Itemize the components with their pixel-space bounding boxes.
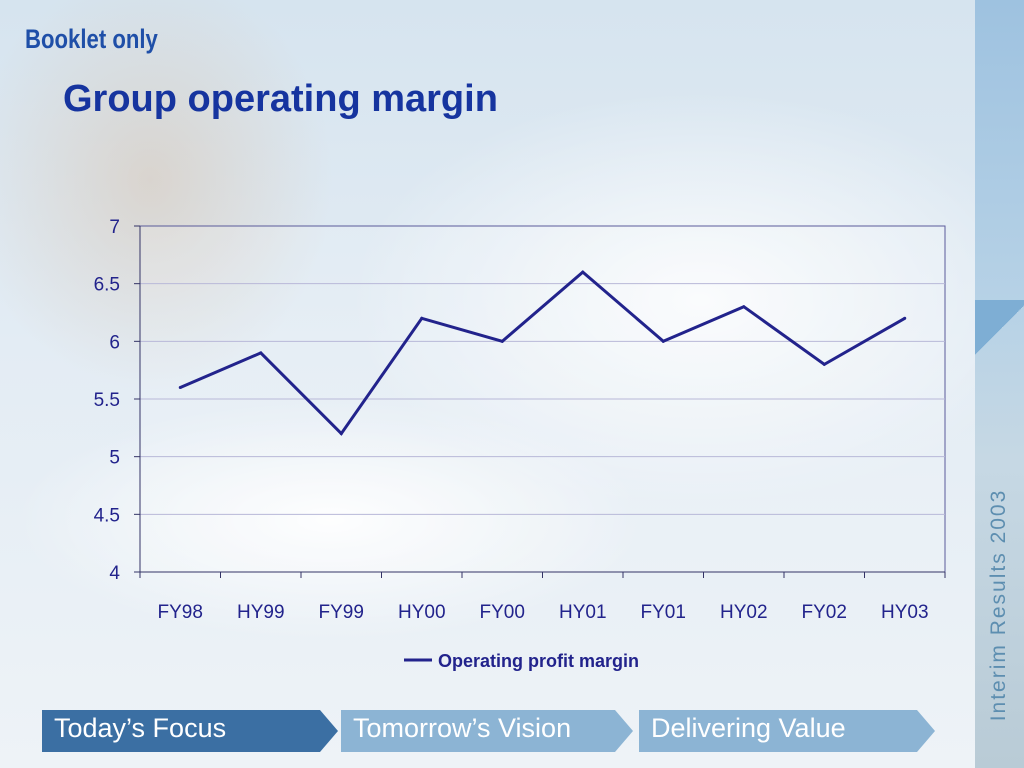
y-tick-label: 4 (109, 563, 120, 584)
page-title: Group operating margin (63, 78, 498, 120)
x-tick-label: HY99 (237, 602, 285, 623)
y-tick-label: 4.5 (94, 505, 120, 526)
data-point (178, 385, 182, 389)
x-tick-label: FY00 (480, 602, 525, 623)
x-tick-label: HY01 (559, 602, 607, 623)
x-tick-label: FY98 (158, 602, 203, 623)
x-tick-label: HY02 (720, 602, 768, 623)
y-tick-label: 5 (109, 448, 120, 469)
data-point (581, 270, 585, 274)
x-tick-label: HY00 (398, 602, 446, 623)
nav-tab-tomorrows-vision[interactable]: Tomorrow’s Vision (341, 710, 633, 752)
y-tick-label: 5.5 (94, 390, 120, 411)
nav-tab-shape (639, 710, 935, 752)
line-chart: 4 4.5 5 5.5 6 6.5 7 FY98 HY99 FY99 HY00 FY00 HY01 FY0… (94, 217, 946, 671)
data-point (339, 432, 343, 436)
sidebar-band (975, 0, 1024, 768)
data-point (420, 316, 424, 320)
x-tick-label: FY02 (802, 602, 847, 623)
background-photo (0, 0, 975, 768)
nav-tab-todays-focus[interactable]: Today’s Focus (42, 710, 338, 752)
data-point (742, 305, 746, 309)
y-tick-label: 6 (109, 332, 120, 353)
booklet-tag: Booklet only (25, 24, 158, 54)
x-tick-label: HY03 (881, 602, 929, 623)
nav-tab-shape (341, 710, 633, 752)
x-tick-label: FY01 (641, 602, 686, 623)
nav-tab-delivering-value[interactable]: Delivering Value (639, 710, 935, 752)
nav-tab-label: Tomorrow’s Vision (353, 713, 572, 743)
nav-tab-shape (42, 710, 338, 752)
nav-tab-label: Today’s Focus (54, 713, 227, 743)
data-point (500, 339, 504, 343)
data-point (259, 351, 263, 355)
data-point (661, 339, 665, 343)
y-tick-label: 7 (109, 217, 120, 238)
data-point (903, 316, 907, 320)
nav-tab-label: Delivering Value (651, 713, 846, 743)
legend-label: Operating profit margin (438, 651, 639, 671)
sidebar-accent (975, 300, 1024, 360)
y-tick-label: 6.5 (94, 275, 120, 296)
x-tick-label: FY99 (319, 602, 364, 623)
data-point (822, 362, 826, 366)
sidebar-title: Interim Results 2003 (987, 488, 1010, 722)
series-line (179, 270, 906, 436)
